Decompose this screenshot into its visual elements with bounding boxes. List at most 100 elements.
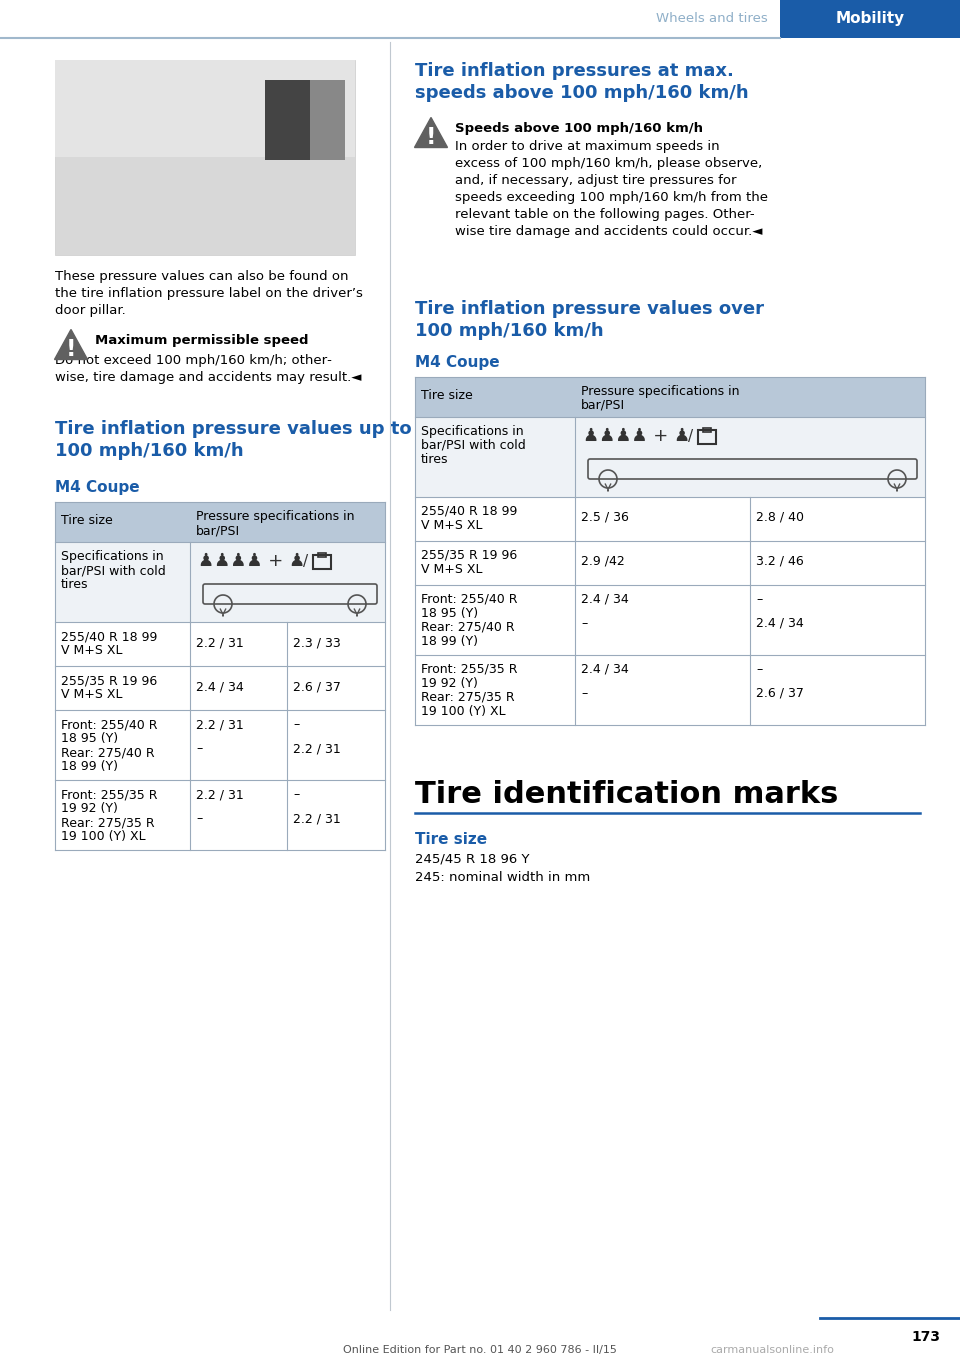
Text: V M+S XL: V M+S XL — [61, 644, 123, 656]
Text: !: ! — [65, 338, 76, 361]
Text: Tire size: Tire size — [421, 390, 472, 402]
Text: Tire size: Tire size — [61, 513, 112, 527]
Text: 255/35 R 19 96: 255/35 R 19 96 — [421, 549, 517, 563]
Text: Speeds above 100 mph/160 km/h: Speeds above 100 mph/160 km/h — [455, 123, 703, 135]
Text: –: – — [581, 686, 588, 700]
Text: 2.8 / 40: 2.8 / 40 — [756, 511, 804, 524]
Text: 19 100 (Y) XL: 19 100 (Y) XL — [421, 706, 506, 718]
Text: 2.2 / 31: 2.2 / 31 — [293, 742, 341, 755]
Text: 2.3 / 33: 2.3 / 33 — [293, 636, 341, 650]
Text: V M+S XL: V M+S XL — [61, 688, 123, 701]
Text: Tire size: Tire size — [415, 832, 487, 847]
Text: Tire inflation pressures at max.: Tire inflation pressures at max. — [415, 63, 733, 80]
Text: bar/PSI with cold: bar/PSI with cold — [61, 564, 166, 577]
Text: These pressure values can also be found on: These pressure values can also be found … — [55, 270, 348, 283]
Text: M4 Coupe: M4 Coupe — [55, 479, 139, 494]
Text: 2.4 / 34: 2.4 / 34 — [581, 663, 629, 676]
Bar — [55, 542, 385, 622]
Text: ♟♟♟♟ + ♟: ♟♟♟♟ + ♟ — [198, 552, 305, 571]
Text: 255/35 R 19 96: 255/35 R 19 96 — [61, 674, 157, 686]
Text: Specifications in: Specifications in — [61, 550, 163, 563]
Text: Rear: 275/40 R: Rear: 275/40 R — [421, 621, 515, 633]
Bar — [55, 503, 385, 542]
Text: In order to drive at maximum speeds in: In order to drive at maximum speeds in — [455, 140, 720, 153]
Text: 3.2 / 46: 3.2 / 46 — [756, 554, 804, 568]
Text: 2.2 / 31: 2.2 / 31 — [196, 789, 244, 801]
Text: 2.5 / 36: 2.5 / 36 — [581, 511, 629, 524]
Text: –: – — [756, 663, 762, 676]
Text: bar/PSI: bar/PSI — [581, 399, 625, 411]
Text: Rear: 275/40 R: Rear: 275/40 R — [61, 746, 155, 759]
Text: M4 Coupe: M4 Coupe — [415, 355, 499, 370]
Text: wise, tire damage and accidents may result.◄: wise, tire damage and accidents may resu… — [55, 370, 362, 384]
Text: 255/40 R 18 99: 255/40 R 18 99 — [421, 505, 517, 518]
Text: –: – — [293, 718, 300, 731]
Text: 2.9 /42: 2.9 /42 — [581, 554, 625, 568]
Text: Do not exceed 100 mph/160 km/h; other‐: Do not exceed 100 mph/160 km/h; other‐ — [55, 354, 332, 366]
Text: Front: 255/40 R: Front: 255/40 R — [61, 718, 157, 731]
Text: Pressure specifications in: Pressure specifications in — [581, 385, 739, 398]
Text: bar/PSI: bar/PSI — [196, 524, 240, 537]
Text: 2.2 / 31: 2.2 / 31 — [293, 812, 341, 825]
Text: 2.2 / 31: 2.2 / 31 — [196, 636, 244, 650]
Text: 18 99 (Y): 18 99 (Y) — [421, 635, 478, 648]
Text: –: – — [196, 742, 203, 755]
Text: /: / — [303, 554, 308, 569]
Text: speeds above 100 mph/160 km/h: speeds above 100 mph/160 km/h — [415, 84, 749, 102]
Text: tires: tires — [421, 454, 448, 466]
Text: 2.6 / 37: 2.6 / 37 — [756, 686, 804, 700]
Text: door pillar.: door pillar. — [55, 304, 126, 317]
Bar — [415, 377, 925, 417]
Text: 2.6 / 37: 2.6 / 37 — [293, 680, 341, 693]
Text: ♟♟♟♟ + ♟: ♟♟♟♟ + ♟ — [583, 428, 690, 445]
Text: !: ! — [425, 125, 436, 148]
Text: Front: 255/35 R: Front: 255/35 R — [421, 663, 517, 676]
Text: 245/45 R 18 96 Y: 245/45 R 18 96 Y — [415, 853, 530, 866]
Text: carmanualsonline.info: carmanualsonline.info — [710, 1346, 834, 1355]
Text: and, if necessary, adjust tire pressures for: and, if necessary, adjust tire pressures… — [455, 174, 736, 187]
Bar — [780, 0, 960, 38]
Text: Tire identification marks: Tire identification marks — [415, 780, 838, 809]
Polygon shape — [415, 117, 447, 147]
Text: 2.4 / 34: 2.4 / 34 — [196, 680, 244, 693]
Text: Front: 255/40 R: Front: 255/40 R — [421, 592, 517, 606]
Text: 19 100 (Y) XL: 19 100 (Y) XL — [61, 829, 146, 843]
Bar — [55, 60, 355, 255]
Text: relevant table on the following pages. Other-: relevant table on the following pages. O… — [455, 208, 755, 221]
Bar — [313, 554, 331, 569]
Bar — [318, 553, 326, 557]
Text: Online Edition for Part no. 01 40 2 960 786 - II/15: Online Edition for Part no. 01 40 2 960 … — [343, 1346, 617, 1355]
Text: 100 mph/160 km/h: 100 mph/160 km/h — [415, 321, 604, 340]
Text: Pressure specifications in: Pressure specifications in — [196, 509, 354, 523]
Text: Tire inflation pressure values up to: Tire inflation pressure values up to — [55, 419, 412, 439]
Text: 173: 173 — [911, 1331, 940, 1344]
Text: Tire inflation pressure values over: Tire inflation pressure values over — [415, 300, 764, 317]
Text: bar/PSI with cold: bar/PSI with cold — [421, 439, 526, 452]
Text: 18 95 (Y): 18 95 (Y) — [61, 731, 118, 745]
Text: 255/40 R 18 99: 255/40 R 18 99 — [61, 631, 157, 643]
Bar — [698, 430, 716, 444]
Text: –: – — [581, 617, 588, 631]
Text: V M+S XL: V M+S XL — [421, 563, 483, 576]
Text: Rear: 275/35 R: Rear: 275/35 R — [61, 816, 155, 829]
Text: 19 92 (Y): 19 92 (Y) — [61, 802, 118, 814]
Bar — [415, 417, 925, 497]
Polygon shape — [55, 330, 87, 360]
Text: tires: tires — [61, 577, 88, 591]
Text: Specifications in: Specifications in — [421, 425, 523, 439]
Text: Front: 255/35 R: Front: 255/35 R — [61, 789, 157, 801]
Text: –: – — [293, 789, 300, 801]
Text: the tire inflation pressure label on the driver’s: the tire inflation pressure label on the… — [55, 287, 363, 300]
Text: V M+S XL: V M+S XL — [421, 519, 483, 533]
Text: 2.2 / 31: 2.2 / 31 — [196, 718, 244, 731]
Text: 2.4 / 34: 2.4 / 34 — [756, 617, 804, 631]
Bar — [265, 80, 320, 159]
Text: Maximum permissible speed: Maximum permissible speed — [95, 334, 308, 347]
Text: 19 92 (Y): 19 92 (Y) — [421, 677, 478, 691]
Text: 18 95 (Y): 18 95 (Y) — [421, 607, 478, 620]
Text: excess of 100 mph/160 km/h, please observe,: excess of 100 mph/160 km/h, please obser… — [455, 157, 762, 170]
Text: 245: nominal width in mm: 245: nominal width in mm — [415, 872, 590, 884]
Text: /: / — [688, 429, 693, 444]
Text: Wheels and tires: Wheels and tires — [657, 12, 768, 26]
Text: wise tire damage and accidents could occur.◄: wise tire damage and accidents could occ… — [455, 225, 762, 238]
